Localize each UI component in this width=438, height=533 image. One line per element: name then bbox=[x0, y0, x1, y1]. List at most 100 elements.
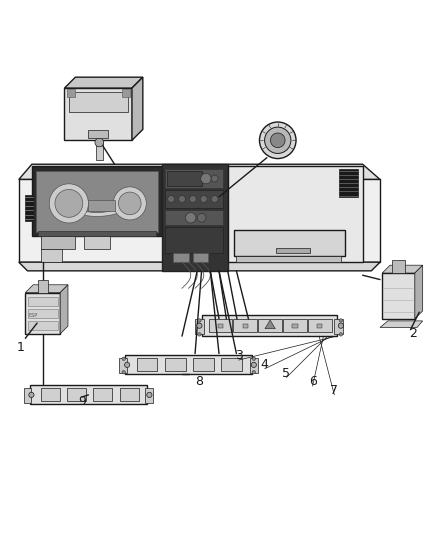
Bar bbox=[165, 228, 223, 254]
Bar bbox=[41, 236, 75, 249]
Bar bbox=[88, 200, 115, 211]
Circle shape bbox=[339, 319, 343, 322]
Circle shape bbox=[122, 370, 125, 374]
Bar bbox=[41, 249, 62, 262]
Bar bbox=[283, 319, 307, 332]
Bar bbox=[392, 260, 405, 273]
Polygon shape bbox=[32, 166, 162, 236]
Circle shape bbox=[270, 133, 285, 148]
Text: 7: 7 bbox=[330, 384, 338, 397]
Bar bbox=[145, 388, 153, 403]
Text: 9: 9 bbox=[78, 395, 86, 408]
Bar bbox=[28, 309, 58, 318]
Circle shape bbox=[259, 122, 296, 158]
Bar bbox=[237, 256, 341, 262]
Circle shape bbox=[122, 357, 125, 360]
Polygon shape bbox=[36, 171, 158, 232]
Text: 3: 3 bbox=[235, 349, 243, 362]
Bar bbox=[382, 273, 415, 319]
Circle shape bbox=[55, 189, 83, 217]
Bar bbox=[39, 231, 156, 236]
Circle shape bbox=[211, 175, 218, 182]
Circle shape bbox=[168, 196, 175, 203]
Bar bbox=[218, 325, 223, 328]
Bar bbox=[25, 293, 60, 334]
Circle shape bbox=[29, 392, 34, 398]
Bar bbox=[221, 358, 242, 371]
Bar bbox=[276, 248, 311, 254]
Circle shape bbox=[118, 192, 141, 215]
Circle shape bbox=[200, 196, 207, 203]
Bar bbox=[67, 389, 86, 401]
Bar bbox=[125, 355, 252, 375]
Bar bbox=[258, 319, 282, 332]
Circle shape bbox=[251, 362, 256, 367]
Polygon shape bbox=[162, 164, 228, 271]
Circle shape bbox=[252, 357, 255, 360]
Bar bbox=[195, 319, 204, 334]
Bar bbox=[233, 319, 257, 332]
Bar bbox=[250, 358, 258, 373]
Text: 8: 8 bbox=[195, 375, 203, 389]
Bar bbox=[30, 385, 147, 405]
Bar bbox=[173, 253, 188, 262]
Circle shape bbox=[265, 127, 291, 154]
Circle shape bbox=[339, 333, 343, 336]
Bar bbox=[28, 297, 58, 306]
Circle shape bbox=[95, 138, 104, 147]
Bar bbox=[88, 130, 108, 138]
Bar bbox=[165, 358, 186, 371]
Bar bbox=[67, 89, 74, 97]
Bar bbox=[38, 279, 48, 293]
Polygon shape bbox=[25, 285, 68, 293]
Text: 6: 6 bbox=[309, 375, 317, 389]
Bar bbox=[28, 321, 58, 329]
Bar bbox=[119, 358, 127, 373]
Circle shape bbox=[197, 213, 206, 222]
Bar bbox=[64, 88, 132, 140]
Bar bbox=[165, 168, 223, 188]
Bar bbox=[208, 319, 233, 332]
Circle shape bbox=[252, 370, 255, 374]
Circle shape bbox=[147, 392, 152, 398]
Text: ESP: ESP bbox=[29, 313, 38, 318]
Polygon shape bbox=[132, 77, 143, 140]
Bar bbox=[201, 315, 336, 336]
Circle shape bbox=[179, 196, 185, 203]
Polygon shape bbox=[265, 320, 276, 329]
Bar bbox=[84, 236, 110, 249]
Bar bbox=[339, 168, 358, 197]
Bar bbox=[334, 319, 343, 334]
Bar bbox=[137, 358, 157, 371]
Bar bbox=[167, 171, 201, 186]
Bar bbox=[24, 388, 32, 403]
Bar bbox=[93, 389, 113, 401]
Bar bbox=[292, 325, 297, 328]
Bar bbox=[234, 230, 345, 256]
Bar bbox=[165, 190, 223, 208]
Polygon shape bbox=[60, 285, 68, 334]
Polygon shape bbox=[380, 321, 423, 327]
Polygon shape bbox=[415, 265, 423, 319]
Circle shape bbox=[49, 184, 88, 223]
Bar bbox=[96, 142, 103, 160]
Polygon shape bbox=[228, 166, 363, 262]
Bar bbox=[165, 210, 223, 225]
Bar bbox=[122, 89, 130, 97]
Bar bbox=[308, 319, 332, 332]
Circle shape bbox=[113, 187, 146, 220]
Circle shape bbox=[185, 213, 196, 223]
Circle shape bbox=[201, 173, 211, 184]
Polygon shape bbox=[19, 262, 380, 271]
Circle shape bbox=[198, 333, 201, 336]
Circle shape bbox=[198, 319, 201, 322]
Bar bbox=[243, 325, 248, 328]
Circle shape bbox=[197, 323, 202, 328]
Bar bbox=[193, 358, 214, 371]
Circle shape bbox=[338, 323, 343, 328]
Circle shape bbox=[124, 362, 130, 367]
Polygon shape bbox=[19, 164, 380, 180]
Bar bbox=[69, 92, 127, 111]
Bar bbox=[120, 389, 139, 401]
Text: 4: 4 bbox=[261, 358, 268, 371]
